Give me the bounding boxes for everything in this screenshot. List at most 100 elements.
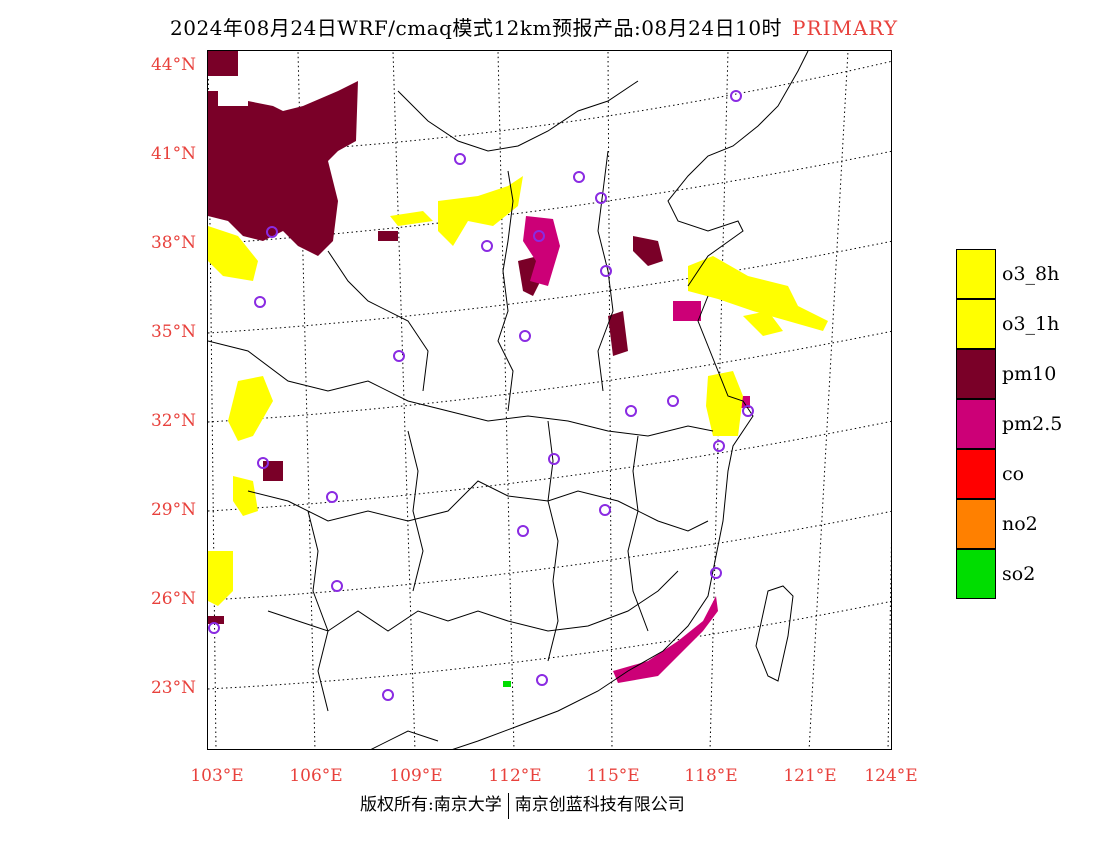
legend-swatch (956, 349, 996, 399)
taiwan (755, 585, 794, 682)
legend-swatch (956, 499, 996, 549)
o3-sichuan (228, 376, 273, 441)
coastline (452, 51, 809, 749)
boundaries (208, 51, 809, 749)
station-marker (713, 440, 725, 452)
lon-label-121: 121°E (783, 766, 837, 786)
lon-label-103: 103°E (190, 766, 244, 786)
station-marker (600, 265, 612, 277)
parallel-38 (208, 150, 891, 245)
legend-label: pm10 (1002, 363, 1057, 385)
province-line-7 (397, 80, 639, 152)
o3-sichuan-south (233, 476, 258, 516)
province-line-3 (267, 570, 679, 632)
legend-swatch (956, 549, 996, 599)
meridian-115 (607, 51, 613, 749)
province-line-11 (307, 510, 329, 712)
lon-label-124: 124°E (864, 766, 918, 786)
pm10-areas (208, 51, 663, 624)
station-marker (730, 90, 742, 102)
legend-label: o3_8h (1002, 263, 1060, 285)
station-marker (481, 240, 493, 252)
station-marker (382, 689, 394, 701)
o3-jiangsu (706, 371, 743, 436)
parallel-41 (208, 60, 891, 156)
footer-divider (507, 792, 509, 819)
station-marker (254, 296, 266, 308)
legend-swatch (956, 299, 996, 349)
lat-label-26: 26°N (150, 589, 196, 609)
o3-hebei-strip (390, 211, 433, 226)
station-marker (710, 567, 722, 579)
station-marker (208, 622, 220, 634)
station-marker (625, 405, 637, 417)
lon-label-115: 115°E (586, 766, 640, 786)
so2-guangdong (503, 681, 511, 687)
pm10-shandong (608, 311, 628, 356)
meridian-112 (497, 51, 515, 749)
legend-swatch (956, 249, 996, 299)
station-marker (536, 674, 548, 686)
station-marker (393, 350, 405, 362)
lat-label-38: 38°N (150, 233, 196, 253)
so2-areas (503, 681, 511, 687)
map-title: 2024年08月24日WRF/cmaq模式12km预报产品:08月24日10时 P… (170, 12, 898, 41)
station-marker (454, 153, 466, 165)
parallel-35 (208, 240, 891, 334)
copyright-left: 版权所有:南京大学 (360, 795, 502, 815)
legend-swatch (956, 399, 996, 449)
station-marker (266, 226, 278, 238)
province-line-6 (597, 150, 614, 392)
parallel-23 (208, 600, 891, 690)
lat-label-32: 32°N (150, 411, 196, 431)
station-marker (742, 405, 754, 417)
province-line-4 (327, 250, 429, 392)
legend-label: so2 (1002, 563, 1036, 585)
station-marker (533, 230, 545, 242)
forecast-map (207, 50, 892, 750)
legend-label: o3_1h (1002, 313, 1060, 335)
title-text: 2024年08月24日WRF/cmaq模式12km预报产品:08月24日10时 (170, 16, 783, 40)
parallel-29 (208, 420, 891, 512)
pm25-spot-1 (673, 301, 701, 321)
province-line-8 (407, 430, 424, 592)
lat-label-41: 41°N (150, 144, 196, 164)
station-marker (326, 491, 338, 503)
pm10-spot-1 (378, 231, 398, 241)
lon-label-106: 106°E (289, 766, 343, 786)
pm10-spot-2 (263, 461, 283, 481)
province-line-9 (547, 420, 559, 662)
station-marker (548, 453, 560, 465)
o3-bohai (688, 256, 828, 331)
o3-north-china (438, 176, 523, 246)
station-marker (595, 192, 607, 204)
copyright-footer: 版权所有:南京大学 南京创蓝科技有限公司 (360, 790, 685, 819)
stations (208, 90, 754, 701)
province-line-2 (247, 480, 709, 532)
o3-areas (208, 176, 828, 606)
map-canvas (208, 51, 891, 749)
legend-label: no2 (1002, 513, 1038, 535)
station-marker (517, 525, 529, 537)
meridian-109 (392, 51, 416, 749)
pm10-corner (208, 51, 238, 76)
pm25-fujian-coast (613, 596, 718, 683)
parallel-26 (208, 510, 891, 601)
pm10-inner-mongolia (208, 81, 358, 256)
o3-gansu (208, 226, 258, 281)
pm10-spot-3 (208, 616, 224, 624)
station-marker (667, 395, 679, 407)
legend-swatch (956, 449, 996, 499)
province-line-10 (627, 435, 649, 632)
legend-label: co (1002, 463, 1025, 485)
province-line-1 (208, 340, 714, 437)
pm25-shanxi (523, 216, 560, 286)
lat-label-29: 29°N (150, 500, 196, 520)
title-tag: PRIMARY (792, 16, 899, 40)
meridian-121 (808, 51, 849, 749)
o3-yunnan (208, 551, 233, 606)
lon-label-118: 118°E (684, 766, 738, 786)
lon-label-109: 109°E (389, 766, 443, 786)
lat-label-23: 23°N (150, 678, 196, 698)
lon-label-112: 112°E (488, 766, 542, 786)
